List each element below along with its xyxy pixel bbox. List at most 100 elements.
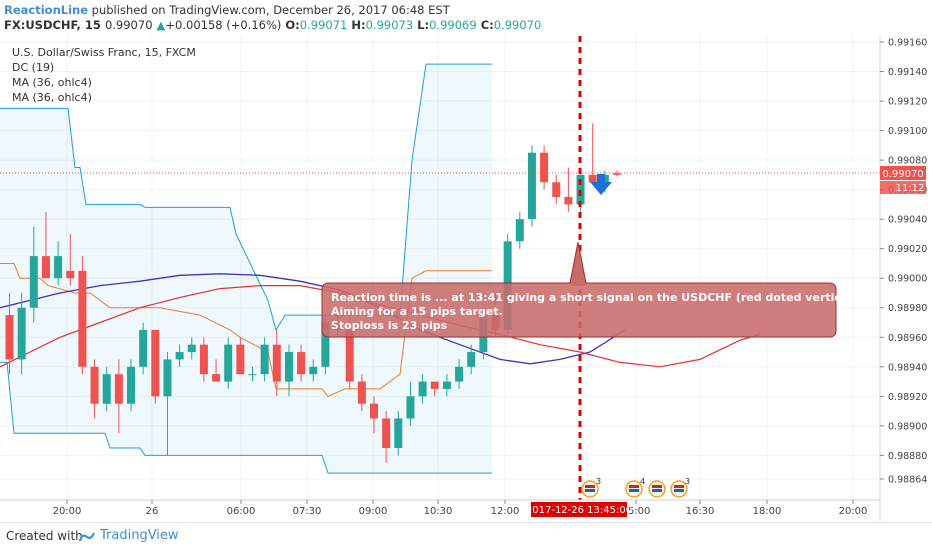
low-value: 0.99069 [429,18,477,32]
author-link[interactable]: ReactionLine [4,3,89,17]
candle-body [90,366,99,404]
price-chart[interactable]: Reaction time is ... at 13:41 giving a s… [0,34,932,524]
candle [394,411,403,456]
legend: U.S. Dollar/Swiss Franc, 15, FXCM DC (19… [12,46,196,104]
candle [212,359,221,382]
time-tick-label: 10:30 [424,506,453,517]
candle [382,411,391,463]
price-tick-label: 0.98900 [888,421,927,432]
publish-info: published on TradingView.com, December 2… [88,3,450,17]
candle-body [418,381,427,397]
candle [78,256,87,375]
candle-body [527,152,536,220]
candle [370,396,378,434]
callout-line-3: Stoploss is 23 pips [331,319,448,332]
candle [151,329,160,404]
price-tick-label: 0.98940 [888,362,927,373]
candle [66,233,75,286]
candle [17,292,26,375]
candle [588,123,597,183]
event-flag-icon[interactable]: 3 [581,477,601,498]
candle-body [540,152,549,183]
change-value: +0.00158 (+0.16%) [165,18,282,32]
footer: Created with TradingView [0,522,932,551]
time-tick-label: 20:00 [53,506,82,517]
candle-body [564,197,573,205]
candle-body [576,174,585,205]
donchian-fill [0,64,492,474]
legend-ma-1: MA (36, ohlc4) [12,76,92,89]
time-tick-label: 16:30 [686,506,715,517]
time-tick-label: 06:00 [227,506,256,517]
candle-body [321,322,330,367]
publish-line: ReactionLine published on TradingView.co… [4,3,450,17]
candle-body [127,366,135,404]
candle-body [54,256,63,279]
candle-body [5,315,14,360]
candle [527,145,536,227]
candle-body [199,344,208,375]
candle [467,344,476,375]
price-tick-label: 0.99040 [888,215,927,226]
donchian-upper [0,63,492,332]
candle-body [29,256,38,308]
event-flag-icon[interactable]: 3 [670,477,690,498]
candle-body [284,352,293,382]
candle-body [442,381,451,389]
economic-events[interactable]: 3 4 3 [581,477,690,498]
open-label: O: [285,18,300,32]
candle-body [272,344,281,382]
indicator-lines [0,63,761,474]
candle [272,329,281,397]
price-tick-label: 0.99020 [888,244,927,255]
event-flag-icon[interactable]: 4 [625,477,645,498]
candle [29,226,38,323]
price-tick-label: 0.98864 [888,475,927,486]
candle-body [345,329,354,382]
event-count: 4 [640,477,645,486]
candle [455,359,464,389]
candle-body [212,374,221,382]
time-tick-label: 26 [146,506,159,517]
candle [515,211,524,249]
annotation-callout[interactable]: Reaction time is ... at 13:41 giving a s… [321,241,923,338]
candle-body [163,359,172,397]
last-price: 0.99070 [104,18,153,32]
candle-body [139,329,148,367]
candle [357,374,366,412]
candle-body [394,418,403,448]
candle-body [66,270,75,279]
candle-body [588,174,597,183]
created-with-label: Created with [6,529,83,543]
price-tag: 0.99070 11:12 [880,166,926,194]
candle [139,322,148,375]
ohlc-line: FX:USDCHF, 15 0.99070 ▲+0.00158 (+0.16%)… [4,18,541,32]
time-tag-value: 2017-12-26 13:45:00 [526,505,632,516]
candle-body [236,344,245,375]
candle [90,359,99,419]
candle-body [114,374,123,404]
price-axis[interactable]: 0.991600.991400.991200.991000.990800.990… [880,38,927,486]
open-value: 0.99071 [299,18,348,32]
price-tick-label: 0.99100 [888,126,927,137]
donchian-middle [0,263,492,397]
candle [114,359,123,434]
symbol-label: FX:USDCHF, 15 [4,18,101,32]
event-flag-icon[interactable] [648,480,666,498]
down-arrow-icon [590,174,612,195]
time-axis[interactable]: 20:00 26 06:00 07:30 09:00 10:30 12:00 15:00 16:… [53,500,868,517]
candle-body [248,374,257,376]
price-tick-label: 0.99000 [888,274,927,285]
time-tick-label: 09:00 [359,506,388,517]
tradingview-brand[interactable]: TradingView [100,528,179,543]
low-label: L: [417,18,430,32]
candle [430,381,439,397]
candle [224,337,233,389]
legend-dc: DC (19) [12,61,54,74]
candle [552,174,561,205]
price-tick-label: 0.99080 [888,156,927,167]
candle-body [175,352,184,360]
candle-body [102,374,111,404]
up-triangle-icon: ▲ [156,18,166,32]
donchian-band [0,64,492,474]
